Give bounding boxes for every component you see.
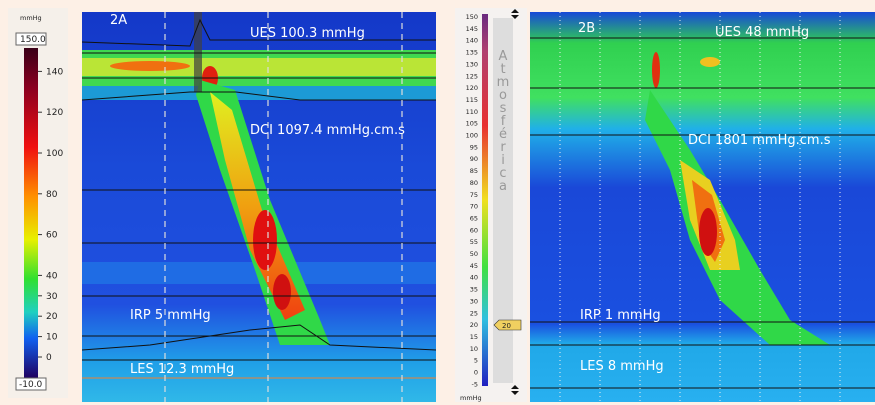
tick-label: 35	[470, 286, 478, 294]
tick-label: 100	[46, 149, 63, 159]
marker-label: 20	[502, 322, 511, 330]
scale-panel	[455, 8, 527, 402]
tick-label: 25	[470, 309, 478, 317]
dci-label: DCI 1097.4 mmHg.cm.s	[250, 123, 405, 138]
tick-label: -5	[472, 380, 478, 388]
tick-label: 45	[470, 262, 478, 270]
tick-label: 20	[46, 312, 58, 322]
tick-label: 150	[466, 13, 478, 21]
dci-label: DCI 1801 mmHg.cm.s	[688, 133, 831, 148]
tick-label: 90	[470, 155, 478, 163]
tick-label: 55	[470, 238, 478, 246]
tick-label: 40	[470, 274, 478, 282]
scale-max: 150.0	[20, 35, 46, 45]
tick-label: 70	[470, 203, 478, 211]
tick-label: 140	[46, 67, 63, 77]
vertical-letter: a	[499, 179, 507, 194]
vertical-letter: é	[499, 127, 507, 142]
panel-label: 2A	[110, 13, 127, 28]
irp-label: IRP 1 mmHg	[580, 308, 661, 323]
scale-unit: mmHg	[20, 14, 42, 22]
irp-label: IRP 5 mmHg	[130, 308, 211, 323]
tick-label: 80	[46, 190, 58, 200]
panel-b	[530, 12, 875, 402]
tick-label: 60	[46, 231, 58, 241]
panel-a	[82, 12, 436, 402]
vertical-letter: s	[500, 101, 507, 116]
tick-label: 15	[470, 333, 478, 341]
tick-label: 60	[470, 226, 478, 234]
tick-label: 50	[470, 250, 478, 258]
color-bar	[482, 14, 488, 386]
tick-label: 40	[46, 271, 58, 281]
tick-label: 30	[470, 297, 478, 305]
tick-label: 10	[46, 333, 58, 343]
tick-label: 130	[466, 60, 478, 68]
tick-label: 5	[474, 357, 478, 365]
tick-label: 135	[466, 49, 478, 57]
panel-label: 2B	[578, 21, 595, 36]
tick-label: 120	[466, 84, 478, 92]
tick-label: 0	[46, 353, 52, 363]
max-box	[15, 32, 47, 46]
vertical-letter: o	[499, 88, 507, 103]
vertical-letter: f	[501, 114, 506, 129]
vertical-letter: c	[499, 166, 506, 181]
vertical-letter: t	[500, 62, 505, 77]
tick-label: 110	[466, 108, 478, 116]
tick-label: 120	[46, 108, 63, 118]
tick-label: 80	[470, 179, 478, 187]
vertical-letter: A	[499, 49, 508, 64]
vertical-letter: m	[497, 75, 510, 90]
tick-label: 140	[466, 37, 478, 45]
tick-label: 100	[466, 132, 478, 140]
vertical-letter: r	[500, 140, 506, 155]
ues-label: UES 48 mmHg	[715, 25, 809, 40]
ues-label: UES 100.3 mmHg	[250, 26, 365, 41]
les-label: LES 12.3 mmHg	[130, 362, 234, 377]
tick-label: 125	[466, 72, 478, 80]
marker	[493, 319, 522, 331]
tick-label: 115	[466, 96, 478, 104]
tick-label: 10	[470, 345, 478, 353]
tick-label: 105	[466, 120, 478, 128]
tick-label: 20	[470, 321, 478, 329]
scale-unit: mmHg	[460, 394, 482, 402]
tick-label: 65	[470, 214, 478, 222]
scale-min: -10.0	[19, 380, 43, 390]
tick-label: 85	[470, 167, 478, 175]
min-box	[15, 377, 47, 391]
color-bar	[24, 48, 38, 378]
atmosphere-bar	[493, 18, 513, 383]
vertical-letter: i	[501, 153, 505, 168]
les-label: LES 8 mmHg	[580, 359, 664, 374]
tick-label: 75	[470, 191, 478, 199]
tick-label: 0	[474, 369, 478, 377]
tick-label: 145	[466, 25, 478, 33]
tick-label: 95	[470, 143, 478, 151]
tick-label: 30	[46, 292, 58, 302]
